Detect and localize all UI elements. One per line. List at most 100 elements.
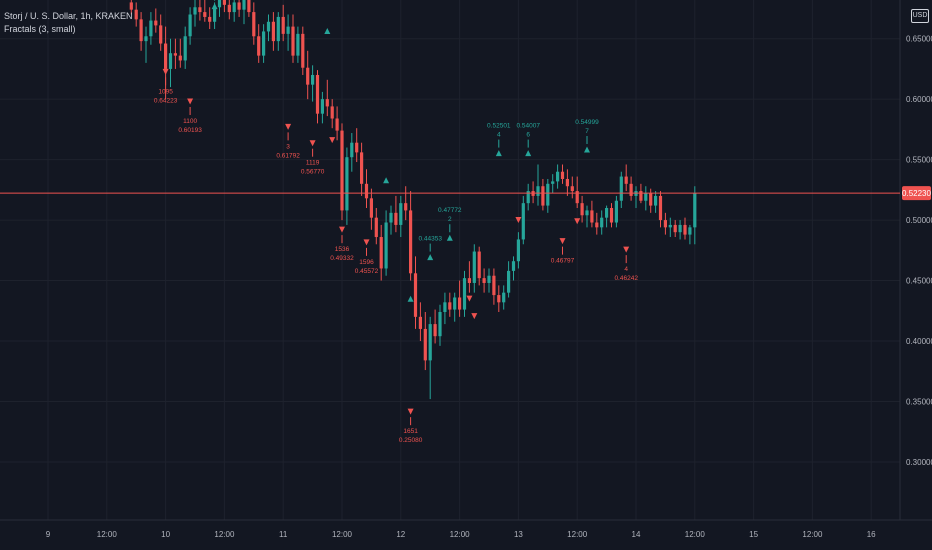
candle-body — [129, 2, 133, 10]
fractal-down-marker — [339, 226, 345, 233]
candle-body — [173, 53, 177, 56]
candle-body — [609, 208, 614, 223]
fractal-up-marker — [446, 234, 453, 241]
candle-body — [413, 273, 418, 317]
candle-body — [477, 251, 481, 279]
fractal-label: 0.64223 — [154, 97, 178, 104]
candle-body — [178, 55, 182, 61]
fractal-up-marker — [525, 150, 532, 157]
candle-body — [262, 31, 266, 56]
chart-legend: Storj / U. S. Dollar, 1h, KRAKEN Fractal… — [4, 10, 133, 36]
indicator-title[interactable]: Fractals (3, small) — [4, 24, 76, 34]
candle-body — [193, 7, 197, 15]
candle-body — [487, 275, 491, 283]
candle-body — [315, 74, 320, 114]
x-tick-label: 15 — [749, 530, 758, 539]
candle-body — [575, 191, 579, 204]
candle-body — [658, 195, 663, 221]
candle-body — [134, 9, 138, 20]
candle-body — [458, 297, 462, 310]
fractal-label: 0.60193 — [178, 127, 202, 134]
candle-body — [492, 275, 496, 296]
candle-body — [335, 118, 339, 131]
fractal-label: 0.47772 — [438, 207, 462, 214]
last-price-line: 0.52230 — [0, 186, 932, 201]
candle-body — [149, 20, 153, 37]
fractal-down-marker — [623, 246, 630, 253]
fractal-down-marker — [466, 295, 473, 302]
candle-body — [595, 222, 599, 228]
candle-body — [144, 36, 148, 42]
candle-body — [286, 26, 290, 34]
candle-body — [639, 191, 643, 201]
fractal-label: 1536 — [335, 246, 350, 253]
candle-body — [281, 16, 285, 34]
currency-button[interactable]: USD — [911, 9, 929, 23]
candle-body — [418, 316, 422, 329]
candle-body — [404, 203, 408, 211]
candle-body — [678, 224, 682, 233]
fractal-up-marker — [383, 177, 390, 184]
candle-body — [570, 186, 574, 192]
fractal-label: 0.46242 — [614, 275, 638, 282]
fractal-up-marker — [407, 295, 414, 302]
candle-body — [208, 16, 212, 22]
symbol-title[interactable]: Storj / U. S. Dollar, 1h, KRAKEN — [4, 11, 133, 21]
fractal-markers: 10950.6422311000.6019310.6573630.6179211… — [154, 0, 638, 444]
candle-body — [340, 130, 344, 211]
candle-body — [546, 183, 550, 206]
fractal-label: 3 — [286, 143, 290, 150]
x-tick-label: 16 — [867, 530, 876, 539]
candle-body — [222, 0, 226, 5]
candle-body — [188, 14, 192, 37]
x-tick-label: 11 — [279, 530, 288, 539]
fractal-label: 0.49332 — [330, 255, 354, 262]
candle-body — [227, 4, 231, 13]
x-tick-label: 12:00 — [332, 530, 353, 539]
candle-body — [668, 224, 672, 228]
candle-body — [139, 19, 143, 42]
x-tick-label: 12:00 — [685, 530, 706, 539]
candle-body — [360, 152, 364, 184]
x-tick-label: 14 — [632, 530, 641, 539]
candle-body — [428, 324, 432, 361]
candle-body — [516, 239, 520, 262]
x-tick-label: 12:00 — [450, 530, 471, 539]
fractal-up-marker — [211, 3, 218, 10]
fractal-up-marker — [324, 27, 331, 34]
candle-body — [311, 74, 315, 85]
fractal-label: 0.56770 — [301, 169, 325, 176]
candle-body — [580, 203, 584, 216]
candle-body — [291, 26, 295, 56]
candle-body — [266, 21, 271, 32]
fractal-label: 1100 — [183, 118, 197, 125]
fractal-down-marker — [515, 216, 522, 223]
fractal-down-marker — [574, 218, 581, 225]
fractal-up-marker — [584, 146, 590, 153]
candle-body — [379, 237, 383, 269]
candle-body — [242, 0, 246, 10]
candle-body — [369, 198, 373, 218]
fractal-label: 6 — [526, 132, 530, 139]
candle-body — [330, 106, 334, 119]
fractal-label: 1095 — [158, 88, 173, 95]
x-tick-label: 12:00 — [567, 530, 588, 539]
time-axis[interactable]: 9 12:00 10 12:00 11 12:00 12 12:00 13 12:00 14 12:0… — [46, 530, 876, 539]
candle-body — [276, 16, 280, 42]
x-tick-label: 12 — [396, 530, 405, 539]
candle-body — [600, 217, 604, 228]
candle-body — [374, 217, 378, 238]
fractal-label: 7 — [585, 128, 589, 135]
candle-body — [183, 36, 187, 61]
candle-body — [247, 0, 251, 13]
candle-body — [585, 210, 589, 216]
candle-body — [565, 178, 569, 187]
x-tick-label: 12:00 — [214, 530, 235, 539]
